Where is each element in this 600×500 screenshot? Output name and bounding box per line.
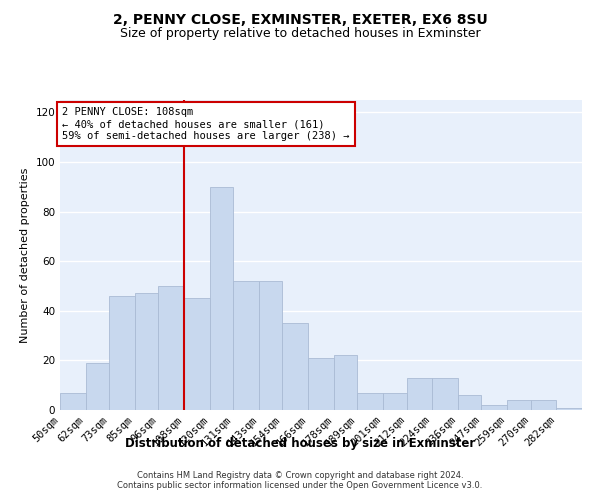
Bar xyxy=(358,392,383,410)
Bar xyxy=(259,281,283,410)
Bar xyxy=(334,356,358,410)
Bar xyxy=(432,378,458,410)
Bar xyxy=(60,392,86,410)
Bar xyxy=(86,363,109,410)
Text: 2, PENNY CLOSE, EXMINSTER, EXETER, EX6 8SU: 2, PENNY CLOSE, EXMINSTER, EXETER, EX6 8… xyxy=(113,12,487,26)
Bar xyxy=(109,296,135,410)
Bar xyxy=(135,294,158,410)
Bar xyxy=(407,378,432,410)
Y-axis label: Number of detached properties: Number of detached properties xyxy=(20,168,30,342)
Bar xyxy=(283,323,308,410)
Bar xyxy=(383,392,407,410)
Text: 2 PENNY CLOSE: 108sqm
← 40% of detached houses are smaller (161)
59% of semi-det: 2 PENNY CLOSE: 108sqm ← 40% of detached … xyxy=(62,108,350,140)
Text: Size of property relative to detached houses in Exminster: Size of property relative to detached ho… xyxy=(119,28,481,40)
Bar xyxy=(507,400,530,410)
Bar xyxy=(458,395,481,410)
Bar xyxy=(481,405,507,410)
Bar xyxy=(184,298,210,410)
Bar xyxy=(530,400,556,410)
Bar xyxy=(556,408,582,410)
Bar xyxy=(233,281,259,410)
Text: Contains HM Land Registry data © Crown copyright and database right 2024.
Contai: Contains HM Land Registry data © Crown c… xyxy=(118,470,482,490)
Bar xyxy=(158,286,184,410)
Bar xyxy=(210,187,233,410)
Bar xyxy=(308,358,334,410)
Text: Distribution of detached houses by size in Exminster: Distribution of detached houses by size … xyxy=(125,438,475,450)
